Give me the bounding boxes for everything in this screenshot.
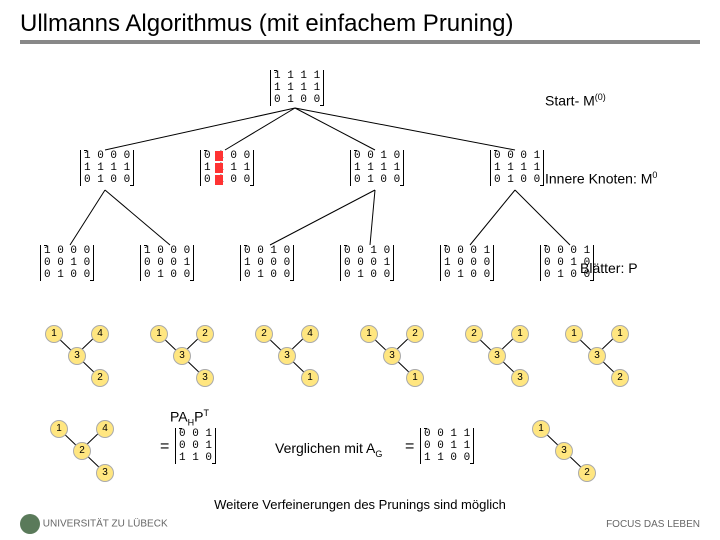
title-underline [20, 40, 700, 44]
graph-node: 2 [406, 325, 424, 343]
graph-node: 4 [96, 420, 114, 438]
matrix-root: 1 1 1 1 1 1 1 1 0 1 0 0 [270, 70, 324, 106]
uni-logo-icon [20, 514, 40, 534]
graph-node: 4 [91, 325, 109, 343]
label-start: Start- M(0) [545, 92, 606, 109]
matrix-p2: 1 0 0 0 0 0 0 1 0 1 0 0 [140, 245, 194, 281]
graph-node: 1 [45, 325, 63, 343]
footer: UNIVERSITÄT ZU LÜBECK FOCUS DAS LEBEN [20, 514, 700, 534]
graph-node: 3 [173, 347, 191, 365]
graph-node: 3 [511, 369, 529, 387]
graph-node: 3 [196, 369, 214, 387]
graph-node: 3 [383, 347, 401, 365]
graph-node: 1 [301, 369, 319, 387]
graph-node: 2 [611, 369, 629, 387]
label-inner: Innere Knoten: M0 [545, 170, 657, 187]
footer-left-text: UNIVERSITÄT ZU LÜBECK [43, 519, 168, 530]
matrix-p3: 0 0 1 0 1 0 0 0 0 1 0 0 [240, 245, 294, 281]
pah-label: PAHPT [170, 408, 209, 427]
graph-node: 1 [532, 420, 550, 438]
graph-node: 1 [565, 325, 583, 343]
matrix-m1: 1 0 0 0 1 1 1 1 0 1 0 0 [80, 150, 134, 186]
graph-node: 3 [555, 442, 573, 460]
highlight-1 [215, 151, 223, 161]
matrix-p6: 0 0 0 1 0 0 1 0 0 1 0 0 [540, 245, 594, 281]
graph-node: 2 [578, 464, 596, 482]
highlight-2 [215, 163, 223, 173]
graph-node: 1 [150, 325, 168, 343]
footer-note: Weitere Verfeinerungen des Prunings sind… [0, 497, 720, 512]
graph-node: 2 [465, 325, 483, 343]
graph-node: 3 [588, 347, 606, 365]
compare-label: Verglichen mit AG [275, 440, 382, 459]
graph-node: 2 [196, 325, 214, 343]
graph-node: 1 [360, 325, 378, 343]
graph-node: 3 [96, 464, 114, 482]
page-title: Ullmanns Algorithmus (mit einfachem Prun… [20, 10, 700, 38]
graph-node: 1 [50, 420, 68, 438]
graph-node: 3 [68, 347, 86, 365]
matrix-m3: 0 0 1 0 1 1 1 1 0 1 0 0 [350, 150, 404, 186]
equals-sign: = [160, 438, 169, 456]
graph-node: 2 [73, 442, 91, 460]
matrix-p4: 0 0 1 0 0 0 0 1 0 1 0 0 [340, 245, 394, 281]
graph-node: 1 [511, 325, 529, 343]
matrix-p5: 0 0 0 1 1 0 0 0 0 1 0 0 [440, 245, 494, 281]
matrix-ag: 0 0 1 1 0 0 1 1 1 1 0 0 [420, 428, 474, 464]
footer-right-text: FOCUS DAS LEBEN [606, 519, 700, 530]
graph-node: 2 [91, 369, 109, 387]
matrix-m4: 0 0 0 1 1 1 1 1 0 1 0 0 [490, 150, 544, 186]
matrix-p1: 1 0 0 0 0 0 1 0 0 1 0 0 [40, 245, 94, 281]
graph-node: 3 [488, 347, 506, 365]
graph-node: 1 [406, 369, 424, 387]
matrix-m2: 0 1 0 0 1 1 1 1 0 1 0 0 [200, 150, 254, 186]
graph-node: 4 [301, 325, 319, 343]
matrix-pah: 0 0 1 0 0 1 1 1 0 [175, 428, 216, 464]
graph-node: 3 [278, 347, 296, 365]
highlight-3 [215, 175, 223, 185]
equals-sign-2: = [405, 438, 414, 456]
graph-node: 2 [255, 325, 273, 343]
graph-node: 1 [611, 325, 629, 343]
